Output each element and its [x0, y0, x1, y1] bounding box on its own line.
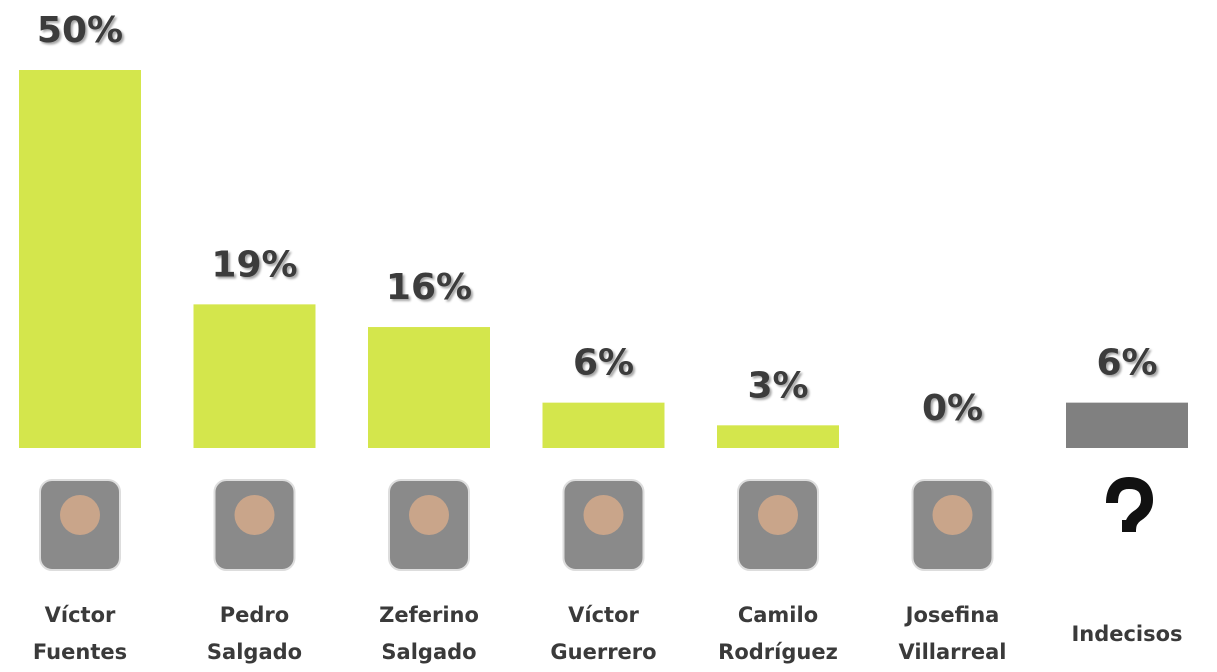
photo-face [758, 495, 798, 535]
bar [368, 327, 490, 448]
bar [19, 70, 141, 448]
value-label: 19% [211, 244, 297, 285]
bar [1066, 402, 1188, 448]
question-icon [1106, 476, 1154, 531]
category-label: Víctor Fuentes [32, 603, 128, 664]
value-label: 50% [37, 10, 123, 51]
value-label: 6% [573, 343, 634, 384]
value-label: 3% [747, 365, 808, 406]
value-label: 6% [1096, 343, 1157, 384]
value-label: 0% [922, 388, 983, 429]
category-label: Josefina Villarreal [898, 603, 1007, 664]
photo-face [932, 495, 973, 535]
bar [542, 402, 665, 448]
photo-face [583, 495, 624, 535]
photo-face [60, 495, 100, 535]
value-label: 16% [386, 267, 472, 308]
photo-face [409, 495, 449, 535]
question-dot [1122, 520, 1136, 532]
category-label: Pedro Salgado [206, 603, 303, 664]
photo-face [234, 495, 275, 535]
category-label: Camilo Rodríguez [718, 603, 838, 664]
category-label: Víctor Guerrero [550, 603, 657, 664]
category-label: Zeferino Salgado [379, 603, 479, 664]
bar [717, 425, 839, 448]
category-label: Indecisos [1071, 621, 1183, 646]
bar [193, 304, 316, 448]
